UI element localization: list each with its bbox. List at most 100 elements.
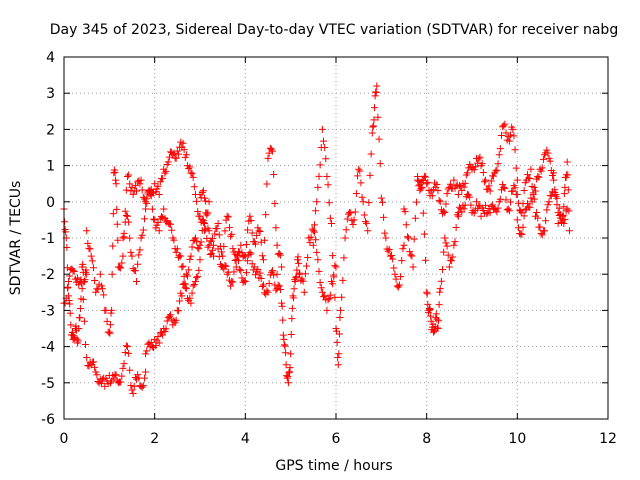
data-point bbox=[445, 263, 453, 271]
data-point bbox=[559, 212, 567, 220]
data-point bbox=[82, 266, 90, 274]
data-point bbox=[188, 170, 196, 178]
data-point bbox=[290, 285, 298, 293]
data-point bbox=[414, 172, 422, 180]
data-point bbox=[520, 212, 528, 220]
data-point bbox=[451, 238, 459, 246]
data-point bbox=[143, 199, 151, 207]
data-point bbox=[558, 218, 566, 226]
data-point bbox=[488, 201, 496, 209]
data-point bbox=[145, 186, 153, 194]
data-point bbox=[310, 228, 318, 236]
data-point bbox=[322, 155, 330, 163]
data-point bbox=[493, 166, 501, 174]
data-point bbox=[152, 188, 160, 196]
data-point bbox=[241, 252, 249, 260]
data-point bbox=[228, 277, 236, 285]
data-point bbox=[507, 131, 515, 139]
data-point bbox=[269, 147, 277, 155]
data-point bbox=[265, 279, 273, 287]
data-point bbox=[89, 264, 97, 272]
data-point bbox=[120, 360, 128, 368]
y-tick-label: 1 bbox=[46, 159, 55, 175]
data-point bbox=[290, 294, 297, 302]
data-point bbox=[61, 218, 69, 226]
data-point bbox=[287, 350, 295, 358]
data-point bbox=[352, 190, 360, 198]
data-point bbox=[247, 217, 255, 225]
data-point bbox=[229, 245, 237, 253]
data-point bbox=[270, 171, 278, 179]
data-point bbox=[401, 208, 409, 216]
data-point bbox=[138, 186, 146, 194]
data-point bbox=[502, 129, 510, 137]
data-point bbox=[128, 252, 136, 260]
data-point bbox=[105, 328, 113, 336]
data-point bbox=[533, 208, 541, 216]
data-point bbox=[560, 203, 568, 211]
data-point bbox=[172, 154, 180, 162]
data-point bbox=[196, 256, 204, 264]
data-point bbox=[140, 374, 148, 382]
data-point bbox=[163, 317, 171, 325]
data-point bbox=[93, 371, 101, 379]
y-tick-label: -3 bbox=[41, 303, 55, 319]
data-point bbox=[122, 211, 130, 219]
data-point bbox=[373, 82, 381, 90]
data-point bbox=[276, 251, 284, 259]
data-point bbox=[427, 317, 435, 325]
data-point bbox=[128, 386, 136, 394]
data-point bbox=[517, 230, 525, 238]
data-point bbox=[80, 317, 88, 325]
data-point bbox=[439, 265, 447, 273]
data-point bbox=[230, 268, 238, 276]
data-point bbox=[316, 279, 324, 287]
data-point bbox=[314, 183, 322, 191]
data-point bbox=[91, 276, 99, 284]
data-point bbox=[84, 239, 92, 247]
data-point bbox=[300, 288, 308, 296]
data-point bbox=[318, 125, 326, 133]
data-point bbox=[148, 343, 156, 351]
data-point bbox=[493, 208, 501, 216]
data-point bbox=[63, 284, 71, 292]
data-point bbox=[201, 194, 209, 202]
data-point bbox=[223, 212, 231, 220]
data-point bbox=[252, 240, 260, 248]
y-tick-label: 2 bbox=[46, 122, 55, 138]
data-point bbox=[535, 173, 543, 181]
data-point bbox=[316, 161, 324, 169]
data-point bbox=[213, 224, 221, 232]
data-point bbox=[434, 187, 442, 195]
data-point bbox=[139, 193, 147, 201]
y-tick-label: -1 bbox=[41, 231, 55, 247]
data-point bbox=[284, 379, 292, 387]
data-point bbox=[180, 272, 188, 280]
data-point bbox=[235, 248, 243, 256]
data-point bbox=[340, 254, 348, 262]
y-tick-label: 3 bbox=[46, 86, 55, 102]
data-point bbox=[440, 207, 448, 215]
data-point bbox=[424, 300, 432, 308]
data-point bbox=[436, 288, 444, 296]
data-point bbox=[454, 191, 462, 199]
data-point bbox=[317, 284, 325, 292]
data-point bbox=[531, 187, 539, 195]
data-point bbox=[420, 172, 428, 180]
data-point bbox=[333, 338, 341, 346]
data-point bbox=[225, 224, 233, 232]
data-point bbox=[214, 245, 222, 253]
data-point bbox=[199, 218, 207, 226]
data-point bbox=[417, 185, 425, 193]
data-point bbox=[77, 276, 85, 284]
data-point bbox=[543, 146, 551, 154]
data-point bbox=[460, 183, 468, 191]
data-point bbox=[106, 329, 114, 337]
data-point bbox=[233, 252, 241, 260]
data-point bbox=[398, 257, 406, 265]
data-point bbox=[405, 234, 413, 242]
data-point bbox=[202, 197, 210, 205]
data-point bbox=[78, 285, 86, 293]
data-point bbox=[211, 230, 219, 238]
data-point bbox=[376, 160, 384, 168]
